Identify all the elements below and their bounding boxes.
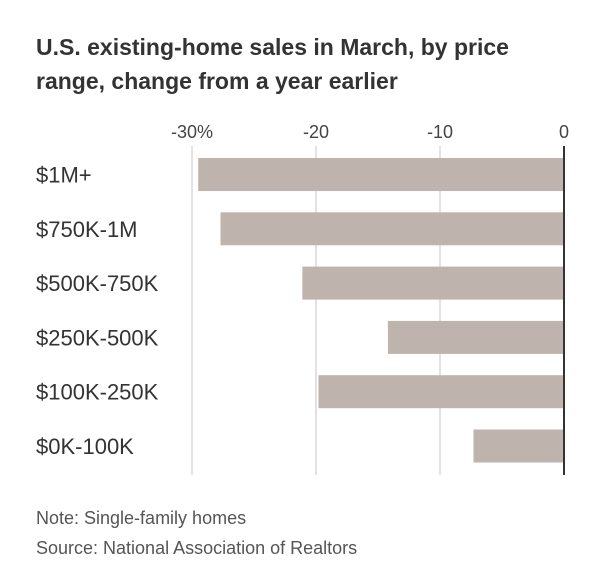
chart-title: U.S. existing-home sales in March, by pr… [36,34,509,94]
x-tick-label: -20 [303,122,329,142]
bar [318,375,564,409]
category-label: $0K-100K [36,434,134,459]
x-tick-label: -30% [171,122,213,142]
axis-tick-labels: -30% -20 -10 0 [171,122,569,142]
category-label: $250K-500K [36,325,159,350]
bar [198,158,564,191]
x-tick-label: -10 [427,122,453,142]
bars [198,158,564,463]
bar [220,212,564,246]
x-tick-label: 0 [559,122,569,142]
grid-lines [191,146,441,475]
category-label: $500K-750K [36,271,159,296]
category-label: $750K-1M [36,217,138,242]
chart-source: Source: National Association of Realtors [36,538,358,558]
bar [302,266,564,300]
bar [387,320,564,354]
category-label: $100K-250K [36,380,159,405]
bar [473,429,564,463]
chart-note: Note: Single-family homes [36,508,247,528]
category-labels: $1M+ $750K-1M $500K-750K $250K-500K $100K-25… [36,163,159,460]
category-label: $1M+ [36,163,92,188]
